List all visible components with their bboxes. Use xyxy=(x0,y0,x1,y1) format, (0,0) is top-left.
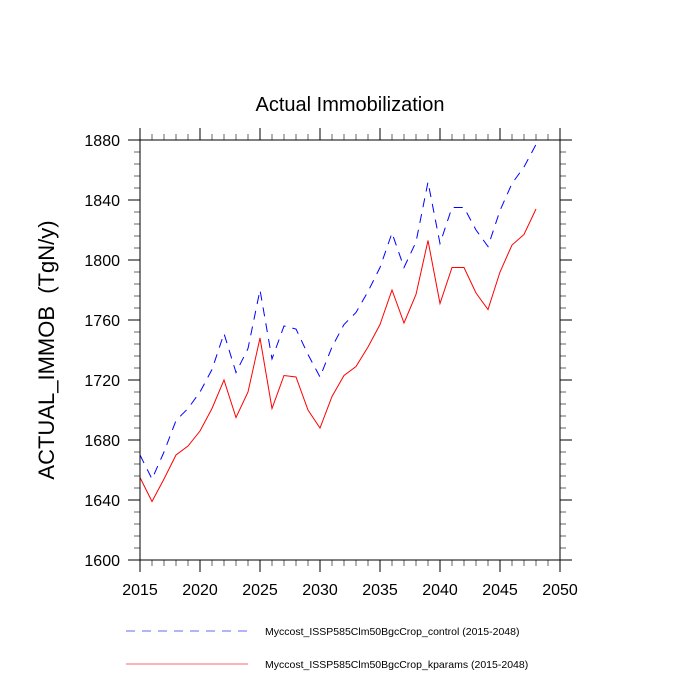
series-line-control xyxy=(139,144,537,481)
x-tick-label: 2035 xyxy=(362,582,398,599)
legend: Myccost_ISSP585Clm50BgcCrop_control (201… xyxy=(126,626,528,671)
axis-ticks: 2015 2020 2025 2030 2035 2040 2045 2050 1600 1640… xyxy=(84,128,578,599)
y-tick-label: 1800 xyxy=(84,253,120,270)
y-tick-label: 1840 xyxy=(84,193,120,210)
plot-frame xyxy=(139,139,561,561)
chart-title: Actual Immobilization xyxy=(256,94,445,116)
y-tick-label: 1720 xyxy=(84,373,120,390)
x-tick-label: 2030 xyxy=(302,582,338,599)
legend-label: Myccost_ISSP585Clm50BgcCrop_control (201… xyxy=(265,626,519,638)
series-lines xyxy=(139,144,537,503)
legend-label: Myccost_ISSP585Clm50BgcCrop_kparams (201… xyxy=(265,659,528,671)
x-tick-label: 2050 xyxy=(542,582,578,599)
series-line-kparams xyxy=(139,208,537,503)
y-axis-label: ACTUAL_IMMOB (TgN/y) xyxy=(34,220,59,479)
x-tick-label: 2015 xyxy=(122,582,158,599)
y-tick-label: 1640 xyxy=(84,493,120,510)
y-tick-label: 1760 xyxy=(84,313,120,330)
x-tick-label: 2040 xyxy=(422,582,458,599)
y-tick-label: 1880 xyxy=(84,133,120,150)
x-tick-label: 2025 xyxy=(242,582,278,599)
y-tick-label: 1680 xyxy=(84,433,120,450)
x-tick-label: 2045 xyxy=(482,582,518,599)
x-tick-label: 2020 xyxy=(182,582,218,599)
y-tick-label: 1600 xyxy=(84,553,120,570)
